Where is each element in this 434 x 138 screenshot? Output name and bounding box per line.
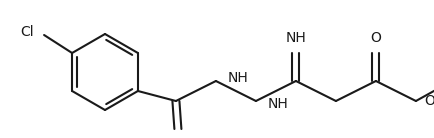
Text: NH: NH (268, 97, 289, 111)
Text: O: O (371, 31, 381, 45)
Text: O: O (424, 94, 434, 108)
Text: NH: NH (286, 31, 306, 45)
Text: NH: NH (228, 71, 249, 85)
Text: Cl: Cl (20, 25, 34, 39)
